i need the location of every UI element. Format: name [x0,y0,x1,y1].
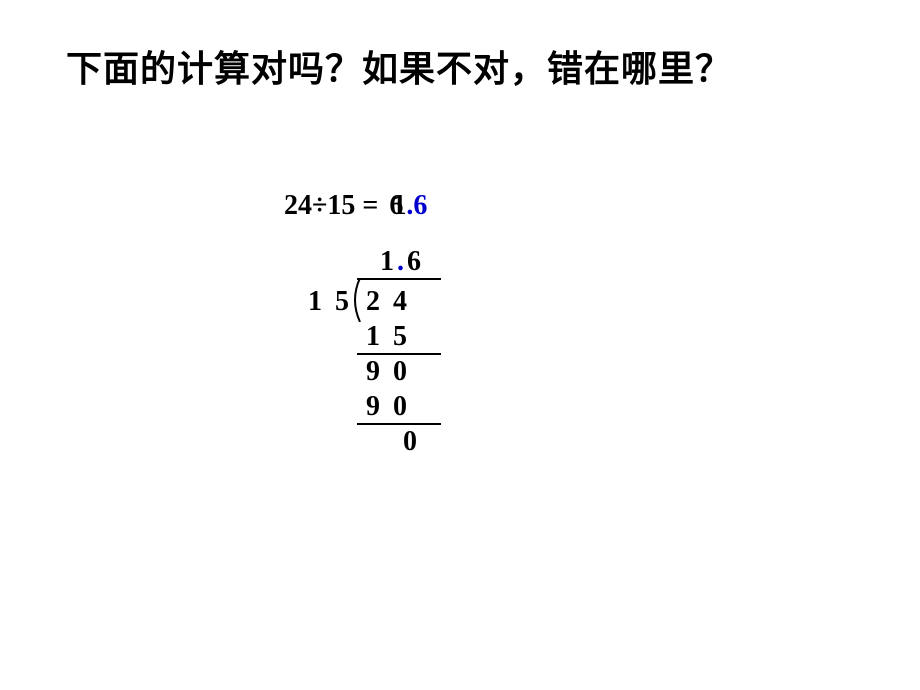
quotient-dec: 6 [407,246,424,277]
step-subtract-1: 1 5 [366,321,410,353]
step-bar-2 [357,423,441,425]
dividend: 2 4 [366,286,410,318]
quotient: 1.6 [380,246,424,278]
step-bringdown-1: 9 0 [366,356,410,388]
answer-decimal: .6 [406,190,427,221]
quotient-dot: . [397,246,407,277]
equation-answer: 1.66 [385,190,427,222]
remainder: 0 [403,426,420,458]
step-bar-1 [357,353,441,355]
question-title: 下面的计算对吗？如果不对，错在哪里？ [66,40,732,92]
page: { "title": "下面的计算对吗？如果不对，错在哪里？", "equati… [0,0,920,690]
step-subtract-2: 9 0 [366,391,410,423]
equation-lhs: 24÷15 = [284,190,378,221]
equation-line: 24÷15 = 1.66 [284,190,427,222]
vinculum [357,278,441,280]
division-bracket-icon [348,278,364,322]
divisor: 1 5 [308,286,352,318]
quotient-int: 1 [380,246,397,277]
answer-wrong-overlay: 6 [389,190,403,222]
